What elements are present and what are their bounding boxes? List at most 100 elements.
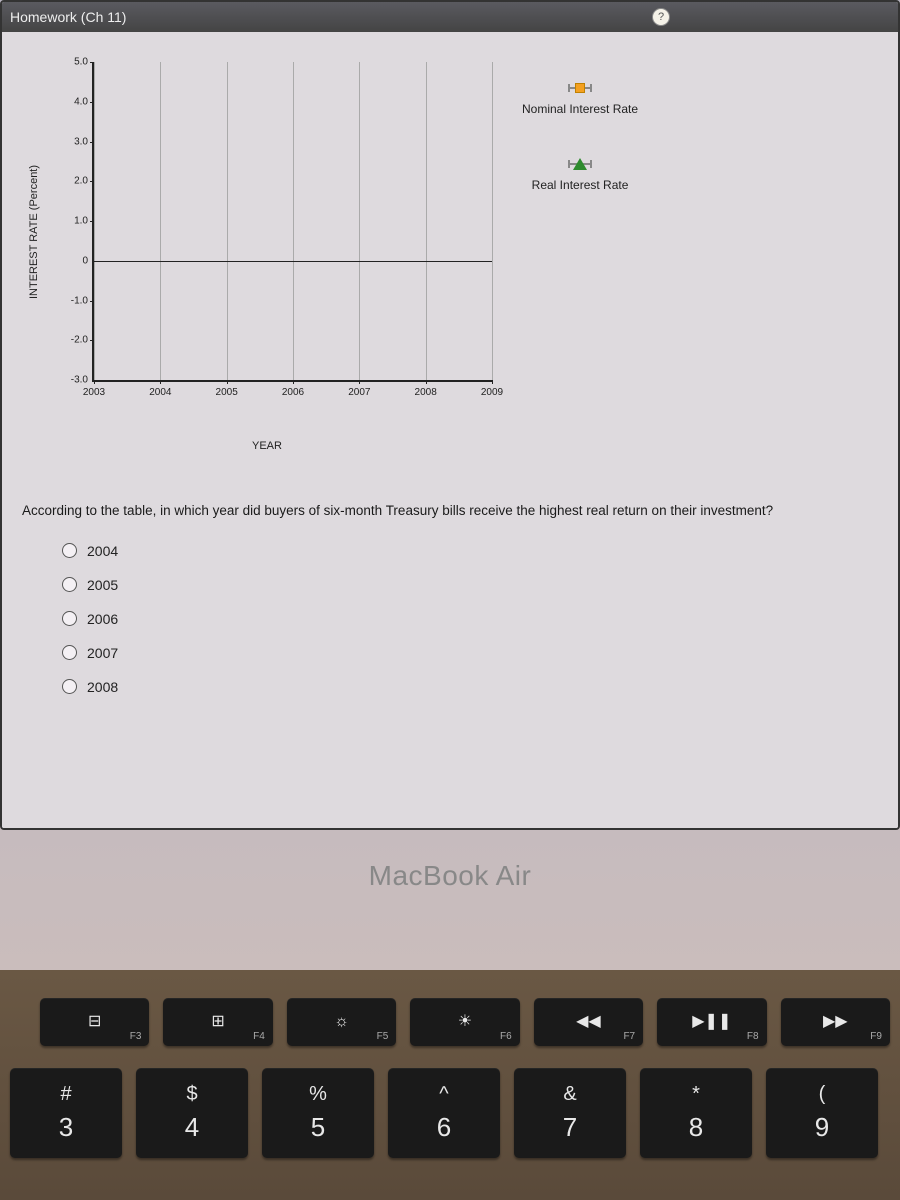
xtick-label: 2005 <box>216 387 238 398</box>
key-number: 4 <box>185 1112 199 1143</box>
xtick-label: 2007 <box>348 387 370 398</box>
fn-label: F7 <box>623 1031 635 1042</box>
key-symbol: ( <box>819 1083 826 1106</box>
legend-item-real[interactable]: Real Interest Rate <box>522 158 638 192</box>
app-window: Homework (Ch 11) ? INTEREST RATE (Percen… <box>0 0 900 830</box>
key-number: 6 <box>437 1112 451 1143</box>
key-number: 8 <box>689 1112 703 1143</box>
key-symbol: # <box>60 1083 71 1106</box>
option-label: 2007 <box>87 645 118 661</box>
ytick-label: -2.0 <box>64 335 88 346</box>
key-number: 9 <box>815 1112 829 1143</box>
fn-label: F6 <box>500 1031 512 1042</box>
ytick-label: 4.0 <box>64 96 88 107</box>
option-label: 2005 <box>87 577 118 593</box>
square-marker-icon <box>575 83 585 93</box>
radio-icon[interactable] <box>62 543 77 558</box>
key-5[interactable]: % 5 <box>262 1068 374 1158</box>
kb-brightness-up-icon: ☀ <box>458 1014 472 1030</box>
option-2006[interactable]: 2006 <box>62 611 878 627</box>
key-number: 5 <box>311 1112 325 1143</box>
radio-icon[interactable] <box>62 679 77 694</box>
ytick-label: -1.0 <box>64 295 88 306</box>
key-f7[interactable]: ◀◀ F7 <box>534 998 643 1046</box>
gridline-v <box>94 62 95 380</box>
key-6[interactable]: ^ 6 <box>388 1068 500 1158</box>
window-titlebar: Homework (Ch 11) ? <box>2 2 898 32</box>
radio-icon[interactable] <box>62 611 77 626</box>
window-title: Homework (Ch 11) <box>10 9 126 25</box>
xtick-label: 2003 <box>83 387 105 398</box>
content-area: INTEREST RATE (Percent) 5.0 4.0 3.0 2.0 … <box>2 32 898 828</box>
answer-options: 2004 2005 2006 2007 2008 <box>62 543 878 695</box>
ytick-label: -3.0 <box>64 375 88 386</box>
zero-line <box>94 261 492 262</box>
chart-legend: Nominal Interest Rate Real Interest Rate <box>522 82 638 234</box>
chart-plot-area: 5.0 4.0 3.0 2.0 1.0 0 -1.0 -2.0 -3.0 200… <box>92 62 492 382</box>
help-icon[interactable]: ? <box>652 8 670 26</box>
xtick-label: 2009 <box>481 387 503 398</box>
radio-icon[interactable] <box>62 645 77 660</box>
laptop-keyboard: ⊟ F3 ⊞ F4 ☼ F5 ☀ F6 ◀◀ F7 ▶❚❚ F8 ▶▶ F9 <box>0 970 900 1200</box>
play-pause-icon: ▶❚❚ <box>692 1014 731 1030</box>
key-3[interactable]: # 3 <box>10 1068 122 1158</box>
key-number: 3 <box>59 1112 73 1143</box>
ytick-label: 1.0 <box>64 216 88 227</box>
ytick-label: 5.0 <box>64 57 88 68</box>
radio-icon[interactable] <box>62 577 77 592</box>
key-f8[interactable]: ▶❚❚ F8 <box>657 998 766 1046</box>
key-symbol: * <box>692 1083 700 1106</box>
key-f4[interactable]: ⊞ F4 <box>163 998 272 1046</box>
fn-label: F5 <box>377 1031 389 1042</box>
ytick-label: 0 <box>64 255 88 266</box>
fn-label: F3 <box>130 1031 142 1042</box>
laptop-brand-label: MacBook Air <box>0 860 900 892</box>
interest-rate-chart: INTEREST RATE (Percent) 5.0 4.0 3.0 2.0 … <box>42 42 742 422</box>
option-2005[interactable]: 2005 <box>62 577 878 593</box>
gridline-v <box>227 62 228 380</box>
key-f5[interactable]: ☼ F5 <box>287 998 396 1046</box>
xtick-label: 2008 <box>415 387 437 398</box>
chart-xlabel: YEAR <box>252 440 282 452</box>
key-4[interactable]: $ 4 <box>136 1068 248 1158</box>
key-symbol: % <box>309 1083 327 1106</box>
fn-label: F9 <box>870 1031 882 1042</box>
key-symbol: & <box>563 1083 576 1106</box>
triangle-marker-icon <box>573 158 587 170</box>
gridline-v <box>426 62 427 380</box>
key-symbol: $ <box>186 1083 197 1106</box>
key-9[interactable]: ( 9 <box>766 1068 878 1158</box>
legend-item-nominal[interactable]: Nominal Interest Rate <box>522 82 638 116</box>
option-2007[interactable]: 2007 <box>62 645 878 661</box>
chart-ylabel: INTEREST RATE (Percent) <box>28 165 40 299</box>
key-f6[interactable]: ☀ F6 <box>410 998 519 1046</box>
key-f9[interactable]: ▶▶ F9 <box>781 998 890 1046</box>
kb-brightness-down-icon: ☼ <box>334 1014 349 1030</box>
fn-label: F8 <box>747 1031 759 1042</box>
question-prompt: According to the table, in which year di… <box>22 502 878 521</box>
legend-label: Real Interest Rate <box>532 178 629 192</box>
fn-key-row: ⊟ F3 ⊞ F4 ☼ F5 ☀ F6 ◀◀ F7 ▶❚❚ F8 ▶▶ F9 <box>0 998 900 1046</box>
option-2008[interactable]: 2008 <box>62 679 878 695</box>
gridline-v <box>492 62 493 380</box>
key-symbol: ^ <box>439 1083 448 1106</box>
gridline-v <box>293 62 294 380</box>
key-7[interactable]: & 7 <box>514 1068 626 1158</box>
option-2004[interactable]: 2004 <box>62 543 878 559</box>
fn-label: F4 <box>253 1031 265 1042</box>
xtick-label: 2004 <box>149 387 171 398</box>
option-label: 2004 <box>87 543 118 559</box>
key-number: 7 <box>563 1112 577 1143</box>
option-label: 2006 <box>87 611 118 627</box>
gridline-v <box>359 62 360 380</box>
xtick-label: 2006 <box>282 387 304 398</box>
gridline-v <box>160 62 161 380</box>
launchpad-icon: ⊞ <box>211 1014 224 1030</box>
mission-control-icon: ⊟ <box>88 1014 101 1030</box>
option-label: 2008 <box>87 679 118 695</box>
ytick-label: 3.0 <box>64 136 88 147</box>
ytick-label: 2.0 <box>64 176 88 187</box>
fast-forward-icon: ▶▶ <box>823 1014 848 1030</box>
key-8[interactable]: * 8 <box>640 1068 752 1158</box>
key-f3[interactable]: ⊟ F3 <box>40 998 149 1046</box>
